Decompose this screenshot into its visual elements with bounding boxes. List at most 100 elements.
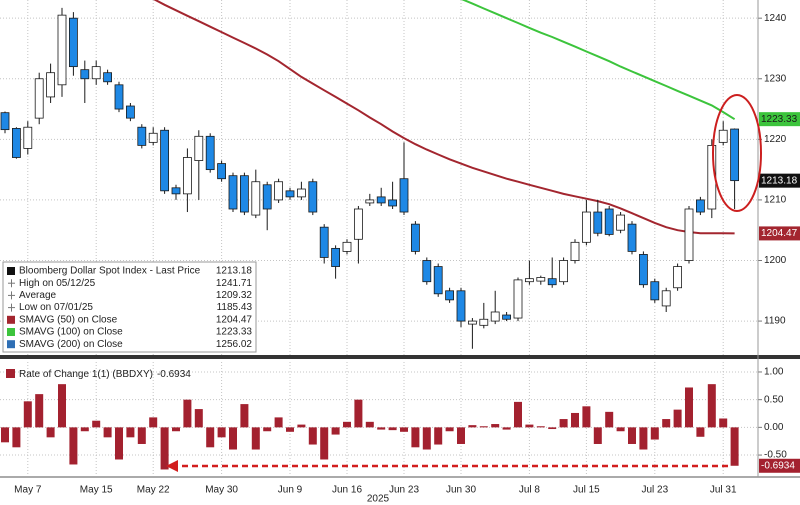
- roc-bar: [46, 427, 55, 438]
- candle-body: [410, 223, 420, 252]
- candle-body: [0, 112, 10, 131]
- legend-label: Average: [19, 290, 57, 301]
- highlight-ellipse: [712, 94, 762, 212]
- candle-body: [593, 211, 603, 234]
- panel-separator: [0, 355, 800, 359]
- roc-bar: [388, 427, 397, 431]
- candle-body: [525, 278, 534, 283]
- roc-bar: [582, 406, 591, 428]
- roc-bar: [308, 427, 317, 445]
- candle-body: [182, 157, 192, 195]
- candle-body: [650, 281, 660, 301]
- roc-bar: [536, 426, 545, 428]
- candle-body: [296, 188, 306, 198]
- candle-body: [445, 290, 455, 301]
- roc-bar: [639, 427, 648, 450]
- candle-body: [388, 199, 398, 207]
- roc-bar: [457, 427, 465, 444]
- roc-bar: [354, 399, 363, 428]
- roc-bar: [274, 417, 283, 428]
- roc-bar: [12, 427, 21, 448]
- x-tick-label: May 22: [137, 485, 170, 496]
- candle-body: [126, 105, 135, 119]
- roc-bar: [400, 427, 408, 432]
- y-tick-label: 1220: [764, 134, 787, 145]
- candle-body: [57, 14, 67, 86]
- legend-value: 1204.47: [216, 314, 253, 325]
- candle-body: [559, 260, 568, 283]
- y-tick-label: 1190: [764, 316, 786, 327]
- legend-box: [2, 261, 257, 353]
- value-tag: [759, 173, 800, 188]
- axis-layer: 1190 1200 1210 1220 1230 1240 May 7 May 15 May 2…: [14, 13, 800, 496]
- candle-body: [479, 318, 489, 326]
- roc-bar: [69, 427, 78, 465]
- candle-body: [34, 78, 44, 119]
- candle-body: [91, 66, 101, 80]
- legend-label: SMAVG (50) on Close: [19, 314, 118, 325]
- x-tick-label: Jun 16: [332, 485, 362, 496]
- roc-bar: [137, 427, 146, 444]
- roc-bar: [240, 404, 249, 428]
- roc-bar: [103, 427, 112, 438]
- roc-bar: [320, 427, 329, 460]
- roc-bar: [502, 427, 511, 430]
- roc-bar: [434, 427, 443, 445]
- y-tick-label: 1240: [764, 13, 787, 24]
- legend-swatch: [7, 267, 15, 275]
- legend-swatch: [7, 315, 15, 324]
- candle-body: [513, 279, 523, 319]
- x-tick-label: Jul 23: [641, 485, 668, 496]
- roc-bar: [696, 427, 705, 437]
- price-marks: [0, 0, 739, 349]
- candle-body: [433, 266, 443, 295]
- roc-bar: [616, 427, 625, 432]
- roc-bar: [491, 424, 500, 428]
- roc-bar: [685, 387, 693, 428]
- candle-body: [46, 72, 55, 98]
- roc-bar: [662, 419, 671, 428]
- x-tick-label: Jun 9: [278, 485, 303, 496]
- candle-body: [365, 199, 375, 204]
- roc-title-value: -0.6934: [157, 369, 191, 380]
- y-tick-label: 0.50: [764, 394, 784, 405]
- value-tag: [759, 112, 800, 127]
- candle-body: [730, 128, 739, 182]
- y-tick-label: 0.00: [764, 422, 784, 433]
- roc-bar: [343, 421, 351, 428]
- y-tick-label: 1230: [764, 73, 787, 84]
- value-tag-label: 1213.18: [761, 175, 798, 186]
- arrow-head: [166, 460, 178, 472]
- roc-bar: [331, 427, 340, 435]
- roc-bar: [160, 427, 169, 470]
- y-tick-label: 1.00: [764, 367, 784, 378]
- candle-body: [251, 181, 261, 216]
- legend-swatch: [7, 340, 15, 349]
- candle-body: [11, 128, 21, 158]
- roc-bar: [525, 424, 534, 428]
- legend-value: 1209.32: [216, 290, 253, 301]
- candle-body: [160, 129, 170, 192]
- roc-bar: [479, 426, 488, 428]
- x-tick-label: Jun 23: [389, 485, 419, 496]
- candle-body: [103, 72, 112, 83]
- candle-body: [228, 175, 238, 210]
- legend-value: 1223.33: [216, 327, 253, 338]
- roc-bar: [468, 425, 477, 428]
- candle-body: [23, 126, 33, 149]
- roc-bar: [650, 427, 659, 440]
- roc-bar: [263, 427, 272, 432]
- roc-bar: [593, 427, 602, 444]
- roc-bar: [229, 427, 237, 450]
- legend-value: 1256.02: [216, 339, 253, 350]
- candle-body: [205, 135, 215, 171]
- roc-title-text: Rate of Change 1(1) (BBDXY): [19, 369, 153, 380]
- candle-body: [661, 290, 671, 307]
- x-tick-label: May 7: [14, 485, 42, 496]
- x-tick-label: May 15: [80, 485, 113, 496]
- legend: Bloomberg Dollar Spot Index - Last Price…: [2, 261, 257, 353]
- candle-body: [456, 290, 466, 322]
- candle-body: [490, 311, 500, 322]
